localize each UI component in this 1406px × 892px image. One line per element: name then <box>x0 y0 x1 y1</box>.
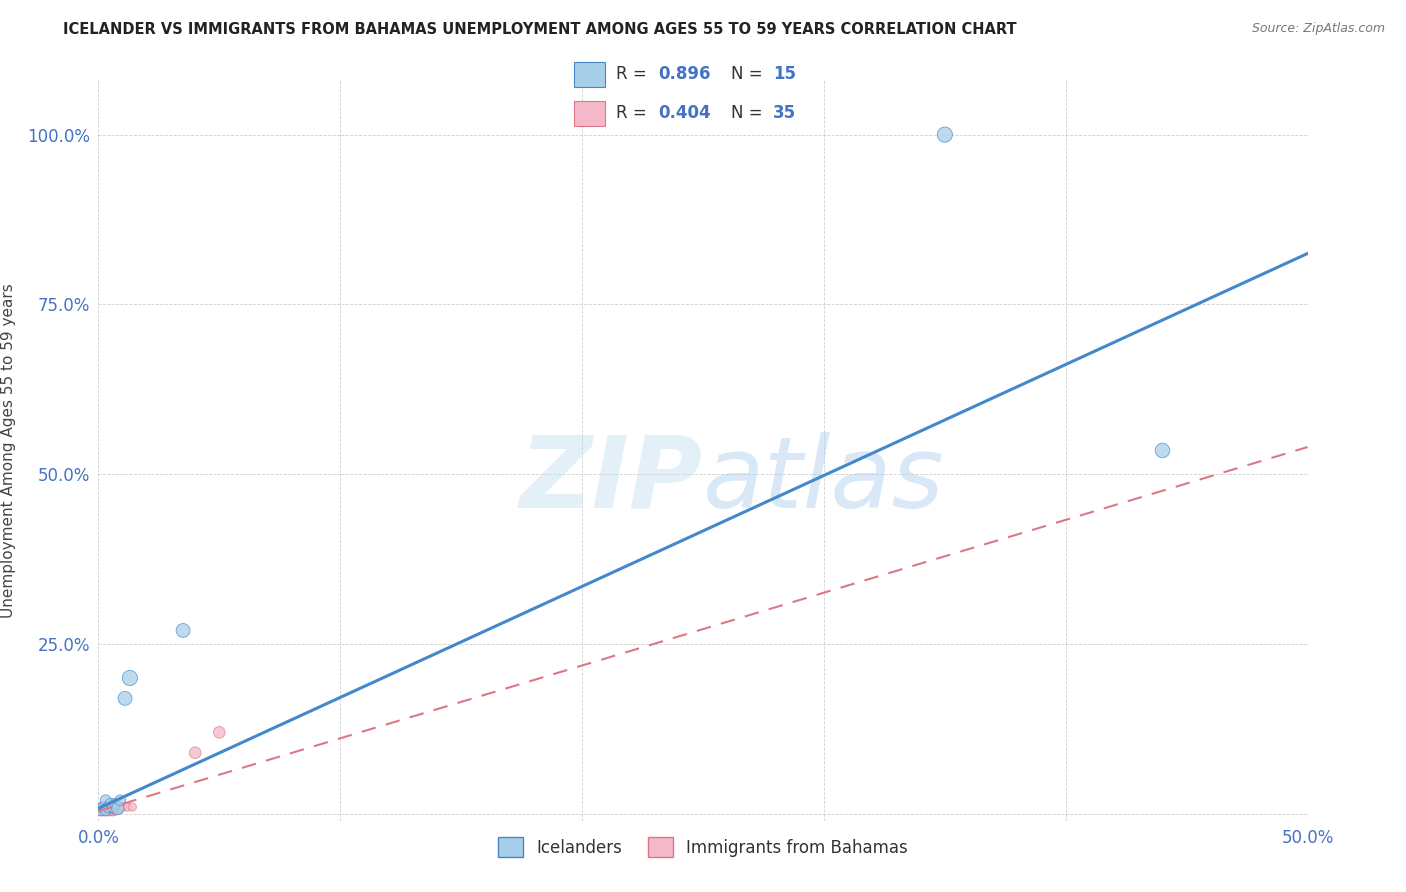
Point <box>934 128 956 142</box>
Point <box>90 804 112 818</box>
Point <box>94 798 117 813</box>
Point <box>91 805 114 819</box>
Point <box>118 671 141 685</box>
Point <box>100 805 122 819</box>
Point <box>97 805 120 819</box>
Point <box>94 801 117 815</box>
Point <box>114 691 136 706</box>
Point <box>100 798 122 813</box>
Point <box>91 798 114 813</box>
Text: 15: 15 <box>773 65 796 83</box>
Point <box>97 804 120 818</box>
Point <box>94 793 117 807</box>
Point <box>90 800 112 814</box>
Point <box>91 804 114 818</box>
Point <box>104 804 127 818</box>
Text: R =: R = <box>616 104 652 122</box>
Point <box>107 801 129 815</box>
Point <box>104 803 127 817</box>
Text: Source: ZipAtlas.com: Source: ZipAtlas.com <box>1251 22 1385 36</box>
Text: 0.404: 0.404 <box>658 104 710 122</box>
Point <box>101 805 124 819</box>
Point <box>121 800 143 814</box>
Point <box>91 801 114 815</box>
Text: R =: R = <box>616 65 652 83</box>
Point <box>91 800 114 814</box>
Point <box>100 804 122 818</box>
Text: atlas: atlas <box>703 432 945 529</box>
Point <box>94 804 117 818</box>
Text: N =: N = <box>731 65 768 83</box>
Point <box>94 803 117 817</box>
Point <box>208 725 231 739</box>
Point <box>101 801 124 815</box>
Point <box>108 801 131 815</box>
Legend: Icelanders, Immigrants from Bahamas: Icelanders, Immigrants from Bahamas <box>492 830 914 864</box>
Point <box>1152 443 1174 458</box>
Point <box>97 801 120 815</box>
Point <box>97 798 120 813</box>
Y-axis label: Unemployment Among Ages 55 to 59 years: Unemployment Among Ages 55 to 59 years <box>1 283 15 618</box>
Point <box>101 804 124 818</box>
Point <box>90 802 112 816</box>
Point <box>108 793 131 807</box>
Point <box>107 804 129 818</box>
Point <box>184 746 207 760</box>
Text: 35: 35 <box>773 104 796 122</box>
Text: N =: N = <box>731 104 768 122</box>
Point <box>101 800 124 814</box>
Point <box>117 800 139 814</box>
Point <box>94 805 117 819</box>
Text: ZIP: ZIP <box>520 432 703 529</box>
Point <box>111 800 134 814</box>
Point <box>90 804 112 818</box>
Point <box>101 798 124 813</box>
FancyBboxPatch shape <box>574 62 605 87</box>
Point <box>104 797 127 811</box>
Point <box>100 801 122 815</box>
Point <box>97 800 120 814</box>
Point <box>104 801 127 815</box>
FancyBboxPatch shape <box>574 101 605 126</box>
Text: ICELANDER VS IMMIGRANTS FROM BAHAMAS UNEMPLOYMENT AMONG AGES 55 TO 59 YEARS CORR: ICELANDER VS IMMIGRANTS FROM BAHAMAS UNE… <box>63 22 1017 37</box>
Point <box>90 805 112 819</box>
Point <box>107 800 129 814</box>
Point <box>100 797 122 811</box>
Text: 0.896: 0.896 <box>658 65 710 83</box>
Point <box>172 624 194 638</box>
